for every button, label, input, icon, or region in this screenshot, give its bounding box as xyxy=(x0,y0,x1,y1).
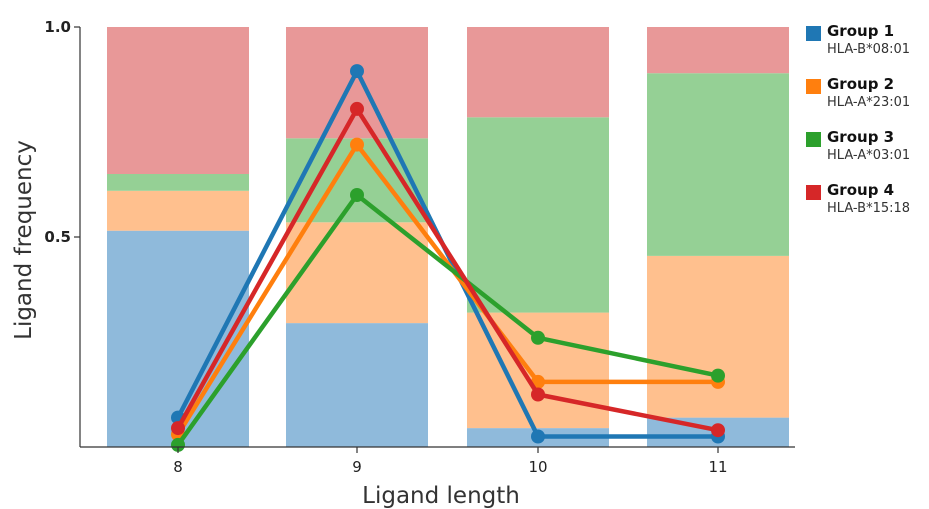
legend-item-group-2: Group 2 HLA-A*23:01 xyxy=(806,75,926,128)
series-point-group-3-10 xyxy=(531,330,545,345)
series-point-group-3-8 xyxy=(171,437,185,452)
legend-group-name: Group 2 xyxy=(827,75,895,93)
legend-group-name: Group 1 xyxy=(827,22,895,40)
x-tick-label: 9 xyxy=(352,458,362,476)
bar-segment-10-group-3 xyxy=(467,117,609,313)
bar-segment-10-group-4 xyxy=(467,27,609,118)
legend-item-group-4: Group 4 HLA-B*15:18 xyxy=(806,181,926,234)
bar-segment-10-group-2 xyxy=(467,312,609,429)
x-axis-title: Ligand length xyxy=(362,483,520,509)
bar-segment-9-group-4 xyxy=(286,27,428,139)
legend-item-group-1: Group 1 HLA-B*08:01 xyxy=(806,22,926,75)
line-series xyxy=(171,64,725,452)
x-tick-label: 10 xyxy=(528,458,547,476)
y-ticks: 0.5 1.0 xyxy=(44,18,80,246)
series-point-group-4-9 xyxy=(350,101,364,116)
legend-allele-label: HLA-B*15:18 xyxy=(827,201,911,216)
legend-item-group-3: Group 3 HLA-A*03:01 xyxy=(806,128,926,181)
y-axis-title: Ligand frequency xyxy=(11,140,37,340)
series-point-group-1-9 xyxy=(350,64,364,79)
bar-segment-11-group-2 xyxy=(647,255,789,418)
bar-segment-11-group-3 xyxy=(647,73,789,256)
bar-segment-8-group-3 xyxy=(107,174,249,191)
legend-swatch xyxy=(806,79,821,94)
series-point-group-3-11 xyxy=(711,368,725,383)
series-line-group-3 xyxy=(175,192,721,448)
bar-segment-8-group-2 xyxy=(107,190,249,231)
series-point-group-2-9 xyxy=(350,137,364,152)
series-point-group-4-8 xyxy=(171,421,185,436)
legend-swatch xyxy=(806,132,821,147)
legend-swatch xyxy=(806,185,821,200)
series-line-group-2 xyxy=(175,142,721,437)
bar-segment-9-group-1 xyxy=(286,323,428,447)
series-point-group-1-10 xyxy=(531,429,545,444)
bar-segment-11-group-4 xyxy=(647,27,789,74)
x-tick-label: 11 xyxy=(708,458,727,476)
series-point-group-4-11 xyxy=(711,423,725,438)
series-point-group-3-9 xyxy=(350,188,364,202)
series-line-group-4 xyxy=(175,106,721,433)
bar-segment-9-group-2 xyxy=(286,222,428,324)
x-ticks: 8 9 10 11 xyxy=(173,447,728,476)
y-tick-label: 0.5 xyxy=(44,228,71,246)
series-point-group-4-10 xyxy=(531,387,545,402)
legend-allele-label: HLA-A*23:01 xyxy=(827,95,911,110)
bar-segment-8-group-4 xyxy=(107,27,249,174)
legend-allele-label: HLA-B*08:01 xyxy=(827,42,911,57)
legend-allele-label: HLA-A*03:01 xyxy=(827,148,911,163)
legend-swatch xyxy=(806,26,821,41)
legend-group-name: Group 4 xyxy=(827,181,895,199)
y-tick-label: 1.0 xyxy=(44,18,71,36)
legend-group-name: Group 3 xyxy=(827,128,895,146)
x-tick-label: 8 xyxy=(173,458,183,476)
legend: Group 1 HLA-B*08:01 Group 2 HLA-A*23:01 Grou… xyxy=(806,22,926,234)
